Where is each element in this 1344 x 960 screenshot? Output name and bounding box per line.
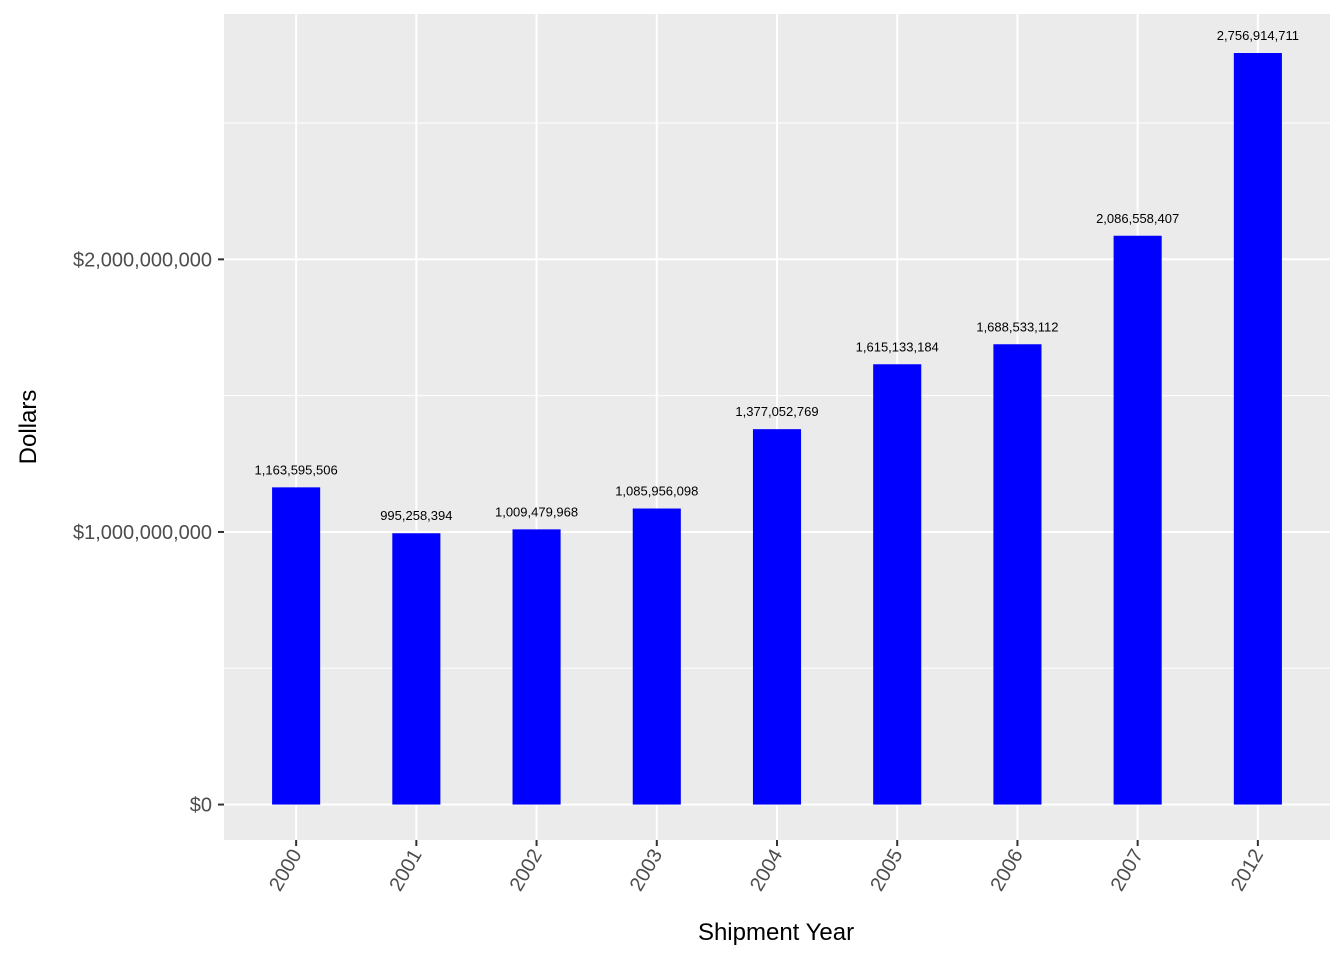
x-tick-label: 2000: [265, 846, 306, 896]
x-tick-label: 2007: [1107, 846, 1148, 896]
bar-2005: [873, 364, 922, 805]
bar-2002: [512, 529, 561, 805]
x-tick-label: 2005: [866, 846, 907, 896]
x-tick-label: 2004: [746, 846, 787, 896]
x-axis-title: Shipment Year: [698, 919, 854, 946]
y-tick-label: $1,000,000,000: [73, 522, 212, 544]
bar-2000: [272, 487, 321, 805]
x-tick-label: 2012: [1227, 846, 1268, 896]
data-label-2000: 1,163,595,506: [255, 462, 338, 477]
y-tick-label: $0: [190, 795, 212, 817]
bar-2012: [1233, 53, 1282, 805]
data-labels: 1,163,595,506 995,258,394 1,009,479,968 1,0…: [255, 28, 1299, 523]
x-tick-label: 2003: [626, 846, 667, 896]
data-label-2001: 995,258,394: [380, 508, 452, 523]
data-label-2003: 1,085,956,098: [615, 484, 698, 499]
x-tick-label: 2002: [506, 846, 547, 896]
bar-2004: [752, 429, 802, 805]
data-label-2012: 2,756,914,711: [1217, 28, 1299, 43]
bar-2007: [1113, 235, 1162, 805]
x-axis: 2000 2001 2002 2003 2004 2005 2006 2007 2012: [265, 840, 1268, 895]
x-tick-label: 2006: [986, 846, 1027, 896]
data-label-2002: 1,009,479,968: [495, 504, 578, 519]
y-axis: $0 $1,000,000,000 $2,000,000,000: [73, 249, 224, 817]
x-tick-label: 2001: [385, 846, 426, 896]
data-label-2006: 1,688,533,112: [976, 319, 1058, 334]
data-label-2004: 1,377,052,769: [735, 404, 818, 419]
data-label-2007: 2,086,558,407: [1096, 211, 1179, 226]
y-axis-title: Dollars: [15, 390, 42, 465]
bar-2001: [392, 533, 441, 805]
data-label-2005: 1,615,133,184: [856, 339, 939, 354]
y-tick-label: $2,000,000,000: [73, 249, 212, 271]
bars: [272, 53, 1282, 805]
bar-2003: [632, 508, 681, 805]
bar-2006: [993, 344, 1042, 805]
